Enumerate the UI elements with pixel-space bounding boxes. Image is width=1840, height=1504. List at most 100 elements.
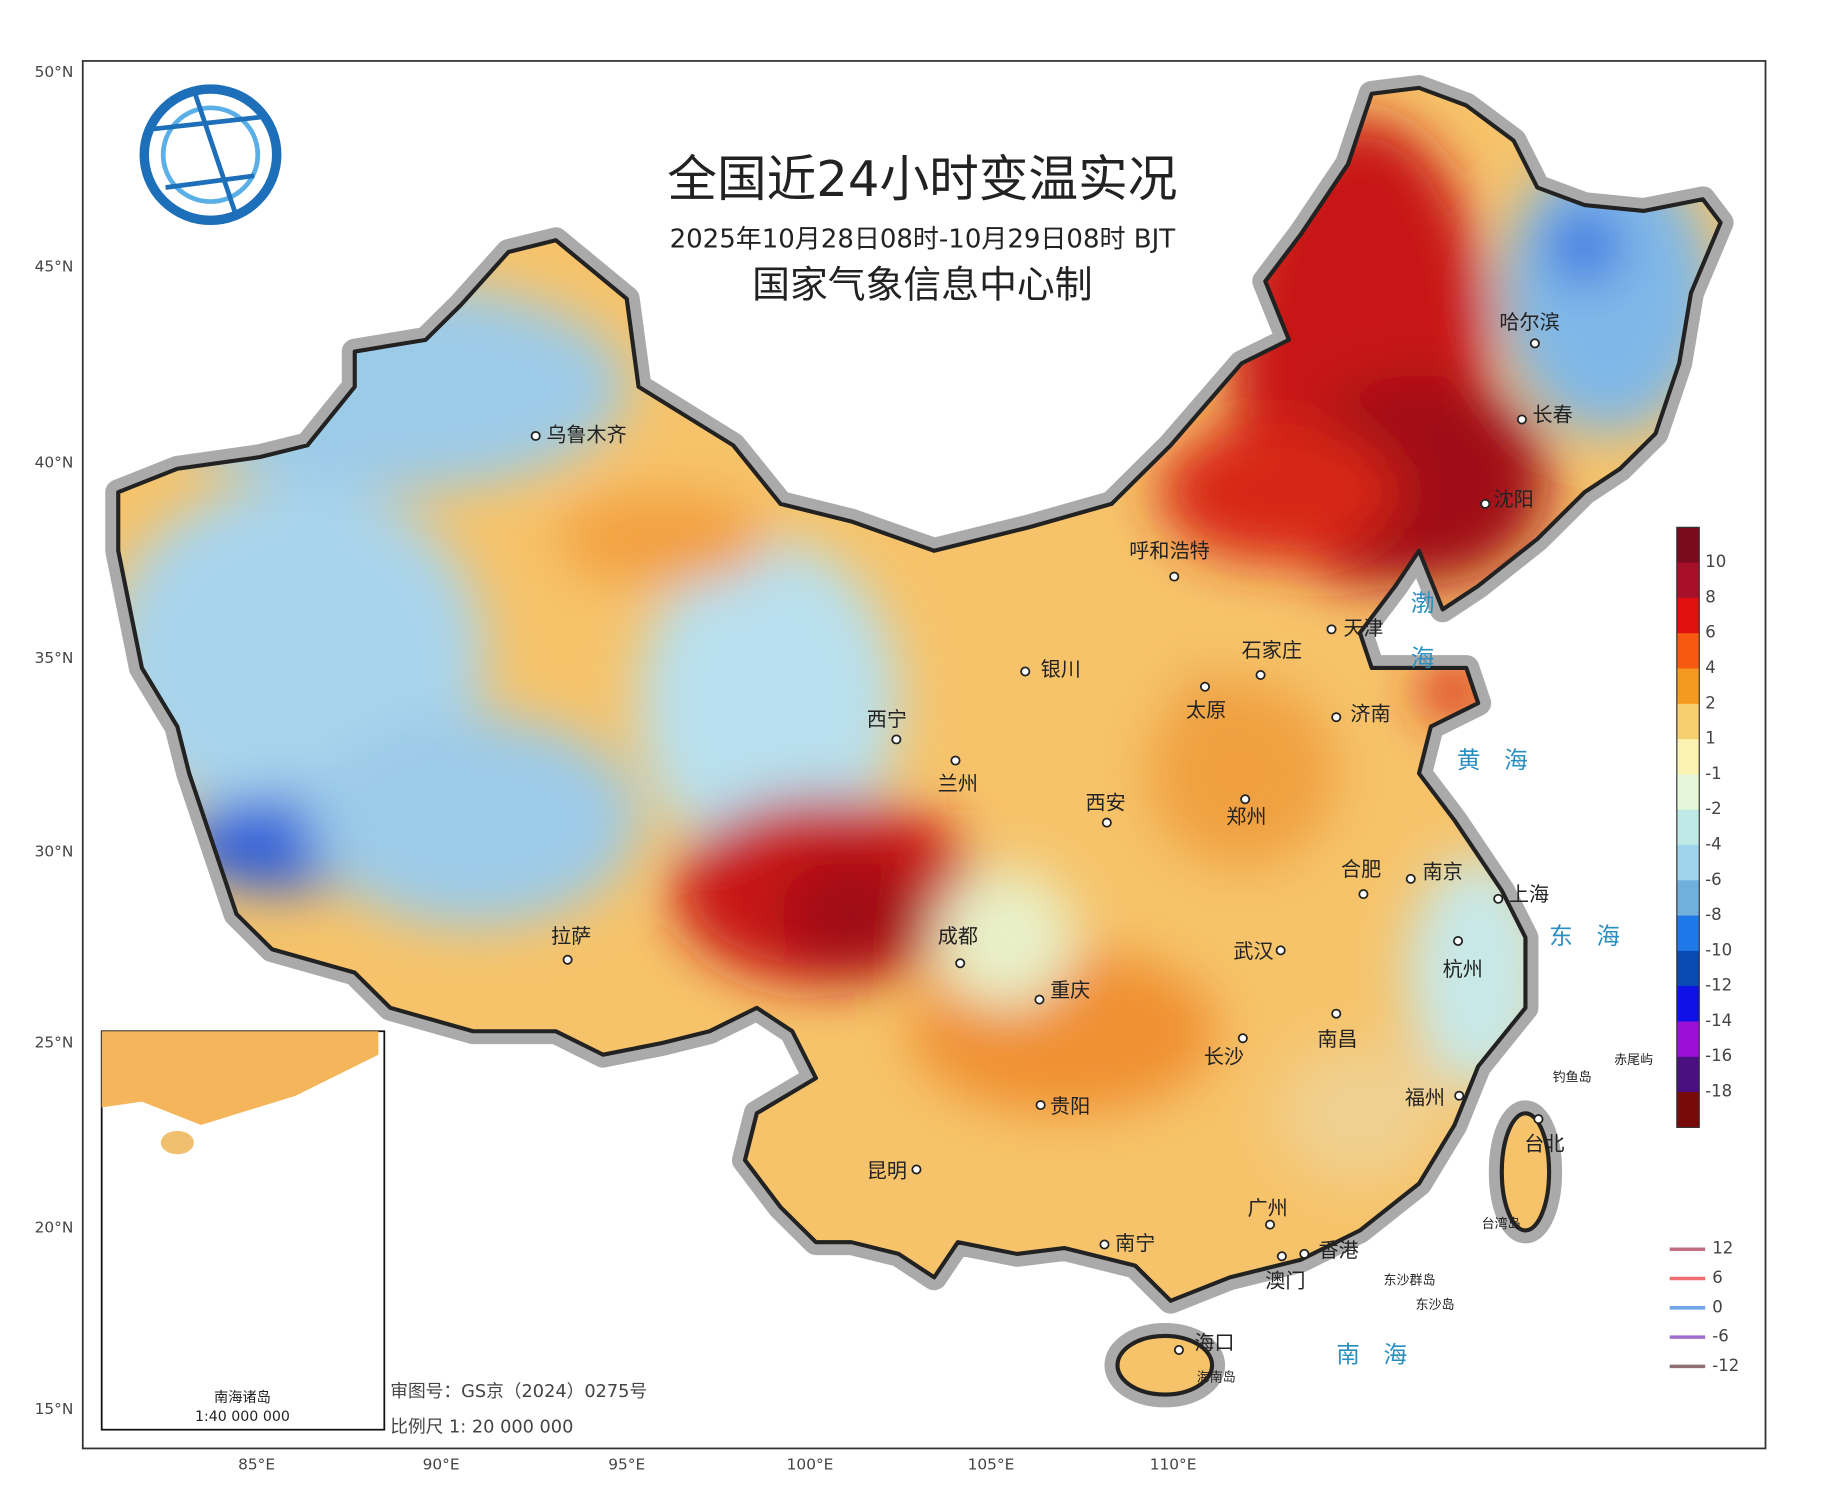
city-label: 拉萨 bbox=[551, 924, 591, 948]
contour-legend-label: 6 bbox=[1712, 1268, 1723, 1287]
city-label: 呼和浩特 bbox=[1129, 539, 1209, 563]
city-dot bbox=[1020, 666, 1031, 677]
field-blob bbox=[934, 867, 1077, 1008]
sea-label: 东 海 bbox=[1549, 922, 1620, 950]
city-label: 南京 bbox=[1423, 860, 1463, 884]
logo bbox=[139, 84, 282, 225]
colorbar-segment bbox=[1676, 633, 1700, 670]
contour-legend-label: -6 bbox=[1712, 1327, 1728, 1346]
city-dot bbox=[562, 954, 573, 965]
colorbar-segment bbox=[1676, 809, 1700, 846]
city-label: 济南 bbox=[1350, 701, 1390, 725]
inset-island bbox=[160, 1130, 194, 1155]
field-blob bbox=[555, 492, 769, 586]
city-dot bbox=[530, 430, 541, 441]
city-label: 西安 bbox=[1086, 790, 1126, 814]
place-label: 东沙群岛 bbox=[1384, 1272, 1436, 1288]
latitude-label: 20°N bbox=[35, 1219, 74, 1237]
city-dot bbox=[1255, 670, 1266, 680]
colorbar-segment bbox=[1676, 1092, 1700, 1128]
colorbar-label: -16 bbox=[1705, 1046, 1732, 1065]
city-label: 银川 bbox=[1041, 657, 1081, 681]
city-dot bbox=[1533, 1114, 1544, 1125]
field-blob bbox=[780, 855, 923, 973]
colorbar-label: 4 bbox=[1705, 658, 1716, 677]
city-label: 哈尔滨 bbox=[1499, 310, 1559, 334]
city-label: 西宁 bbox=[867, 707, 907, 731]
country-border bbox=[116, 85, 1723, 1397]
city-dot bbox=[1516, 414, 1527, 425]
colorbar-segment bbox=[1676, 739, 1700, 775]
city-dot bbox=[1276, 1251, 1287, 1262]
city-label: 贵阳 bbox=[1050, 1094, 1090, 1118]
city-dot bbox=[1237, 1033, 1248, 1044]
city-dot bbox=[1405, 873, 1416, 884]
city-label: 福州 bbox=[1405, 1086, 1445, 1110]
sea-label: 南 海 bbox=[1336, 1340, 1407, 1368]
city-dot bbox=[950, 755, 961, 766]
city-dot bbox=[1358, 889, 1369, 900]
inset-scale: 1:40 000 000 bbox=[195, 1409, 290, 1425]
place-label: 台湾岛 bbox=[1482, 1216, 1521, 1232]
colorbar-label: 10 bbox=[1705, 552, 1726, 571]
city-dot bbox=[1275, 945, 1286, 956]
city-label: 南昌 bbox=[1317, 1027, 1357, 1051]
colorbar-segment bbox=[1676, 562, 1700, 599]
city-label: 太原 bbox=[1186, 698, 1226, 722]
place-label: 钓鱼岛 bbox=[1553, 1070, 1592, 1086]
city-dot bbox=[1035, 1100, 1046, 1111]
colorbar-segment bbox=[1676, 668, 1700, 705]
colorbar-label: -8 bbox=[1705, 905, 1721, 924]
city-label: 海口 bbox=[1194, 1331, 1234, 1355]
colorbar-segment bbox=[1676, 1021, 1700, 1058]
city-dot bbox=[911, 1164, 922, 1175]
longitude-label: 90°E bbox=[423, 1455, 460, 1473]
city-dot bbox=[1331, 1008, 1342, 1019]
city-label: 沈阳 bbox=[1494, 487, 1534, 511]
city-label: 乌鲁木齐 bbox=[546, 422, 626, 446]
place-label: 海南岛 bbox=[1197, 1370, 1236, 1386]
city-label: 合肥 bbox=[1341, 857, 1381, 881]
title: 全国近24小时变温实况 bbox=[667, 150, 1177, 208]
sea-label: 海 bbox=[1411, 644, 1435, 672]
colorbar-segment bbox=[1676, 950, 1700, 987]
city-label: 兰州 bbox=[938, 772, 978, 796]
field-blob bbox=[1158, 421, 1396, 563]
city-dot bbox=[1101, 817, 1112, 828]
longitude-label: 110°E bbox=[1150, 1455, 1197, 1473]
city-label: 香港 bbox=[1319, 1238, 1359, 1262]
city-dot bbox=[1034, 994, 1045, 1005]
colorbar-label: -10 bbox=[1705, 940, 1732, 959]
colorbar-label: -18 bbox=[1705, 1082, 1732, 1101]
city-dot bbox=[1299, 1248, 1310, 1259]
colorbar-segment bbox=[1676, 774, 1700, 811]
city-label: 昆明 bbox=[867, 1158, 907, 1182]
city-label: 南宁 bbox=[1115, 1231, 1155, 1255]
latitude-label: 35°N bbox=[35, 649, 74, 667]
sea-label: 黄 海 bbox=[1457, 746, 1528, 774]
colorbar-segment bbox=[1676, 1056, 1700, 1093]
city-dot bbox=[1265, 1219, 1276, 1230]
colorbar-label: 8 bbox=[1705, 587, 1716, 606]
city-label: 杭州 bbox=[1443, 957, 1483, 981]
colorbar-segment bbox=[1676, 986, 1700, 1023]
longitude-label: 85°E bbox=[238, 1455, 275, 1473]
latitude-label: 30°N bbox=[35, 842, 74, 860]
inset-title: 南海诸岛 bbox=[214, 1390, 271, 1406]
colorbar-label: 1 bbox=[1705, 729, 1716, 748]
colorbar-label: -1 bbox=[1705, 764, 1721, 783]
city-dot bbox=[1529, 338, 1540, 349]
colorbar-label: -12 bbox=[1705, 976, 1732, 995]
city-label: 澳门 bbox=[1265, 1269, 1305, 1293]
producer: 国家气象信息中心制 bbox=[752, 263, 1092, 307]
colorbar-segment bbox=[1676, 597, 1700, 634]
longitude-label: 95°E bbox=[608, 1455, 645, 1473]
colorbar-segment bbox=[1676, 844, 1700, 881]
colorbar-segment bbox=[1676, 915, 1700, 952]
field-blob bbox=[638, 539, 899, 868]
latitude-label: 45°N bbox=[35, 258, 74, 276]
longitude-label: 105°E bbox=[968, 1455, 1015, 1473]
land bbox=[105, 75, 1734, 1408]
contour-legend-label: -12 bbox=[1712, 1356, 1739, 1375]
